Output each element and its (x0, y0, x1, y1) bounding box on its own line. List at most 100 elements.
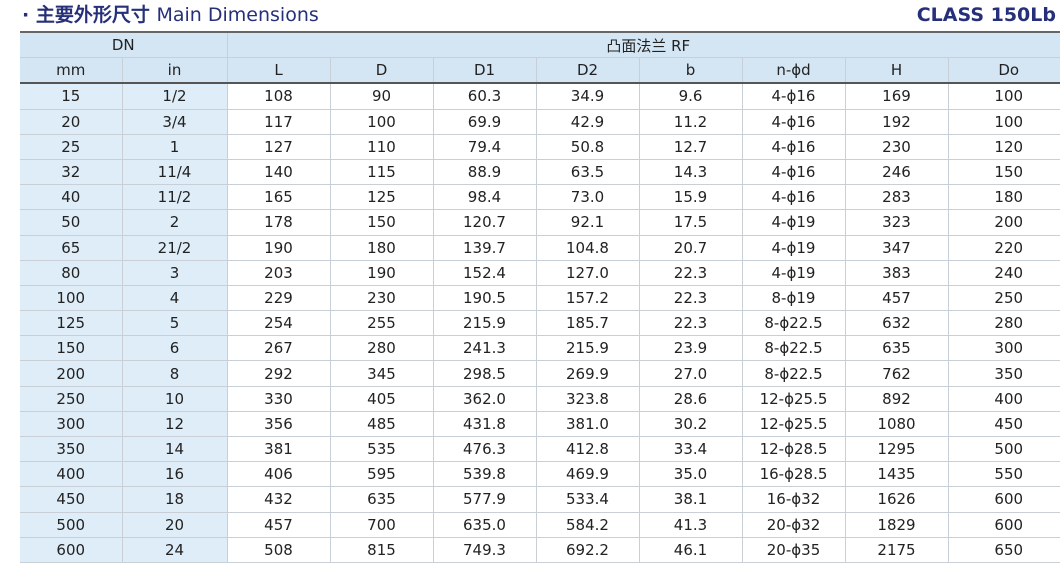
table-cell: 330 (227, 386, 331, 412)
table-cell: 100 (20, 285, 123, 312)
table-cell: 469.9 (536, 461, 640, 488)
table-cell: 17.5 (639, 209, 743, 236)
table-cell: 230 (330, 285, 434, 312)
table-cell: 749.3 (433, 537, 537, 563)
table-cell: 200 (948, 209, 1060, 236)
column-header: L (227, 57, 331, 85)
table-cell: 406 (227, 461, 331, 488)
table-row: 200 8 292 345 298.5 269.9 27.0 8-ϕ22.5 762 350 (20, 360, 1060, 387)
table-cell: 60.3 (433, 83, 537, 110)
table-cell: 14.3 (639, 159, 743, 186)
table-cell: 50 (20, 209, 123, 236)
table-cell: 432 (227, 486, 331, 513)
table-cell: 157.2 (536, 285, 640, 312)
class-label: CLASS 150Lb (916, 4, 1056, 26)
table-cell: 22.3 (639, 260, 743, 286)
table-cell: 4-ϕ16 (742, 159, 846, 186)
dimensions-table: DN 凸面法兰 RF mm in L D D1 D2 b n-ϕd H Do 15 1/2 108 90… (20, 31, 1060, 563)
table-cell: 23.9 (639, 335, 743, 362)
table-cell: 180 (948, 184, 1060, 211)
table-row: 150 6 267 280 241.3 215.9 23.9 8-ϕ22.5 635 300 (20, 335, 1060, 362)
table-cell: 11/4 (122, 159, 228, 186)
table-cell: 485 (330, 411, 434, 438)
column-header: H (845, 57, 949, 85)
table-cell: 65 (20, 235, 123, 261)
table-row: 600 24 508 815 749.3 692.2 46.1 20-ϕ35 2175 650 (20, 537, 1060, 563)
table-cell: 635 (845, 335, 949, 362)
table-cell: 246 (845, 159, 949, 186)
table-cell: 280 (948, 310, 1060, 337)
table-cell: 127 (227, 134, 331, 160)
table-cell: 892 (845, 386, 949, 412)
table-cell: 539.8 (433, 461, 537, 488)
table-cell: 117 (227, 109, 331, 135)
table-cell: 350 (20, 436, 123, 463)
table-cell: 152.4 (433, 260, 537, 286)
table-cell: 815 (330, 537, 434, 563)
table-cell: 92.1 (536, 209, 640, 236)
table-cell: 8-ϕ22.5 (742, 360, 846, 387)
column-header: b (639, 57, 743, 85)
table-row: 40 11/2 165 125 98.4 73.0 15.9 4-ϕ16 283 180 (20, 184, 1060, 211)
table-cell: 635 (330, 486, 434, 513)
table-cell: 692.2 (536, 537, 640, 563)
section-title: · 主要外形尺寸 Main Dimensions (22, 0, 319, 27)
table-cell: 30.2 (639, 411, 743, 438)
table-cell: 2 (122, 209, 228, 236)
table-cell: 190 (227, 235, 331, 261)
table-cell: 34.9 (536, 83, 640, 110)
table-cell: 190 (330, 260, 434, 286)
table-cell: 632 (845, 310, 949, 337)
table-cell: 362.0 (433, 386, 537, 412)
table-cell: 1626 (845, 486, 949, 513)
table-cell: 8 (122, 360, 228, 387)
table-row: 80 3 203 190 152.4 127.0 22.3 4-ϕ19 383 240 (20, 260, 1060, 286)
title-en: Main Dimensions (156, 4, 319, 26)
table-cell: 347 (845, 235, 949, 261)
table-cell: 254 (227, 310, 331, 337)
table-cell: 185.7 (536, 310, 640, 337)
table-cell: 125 (20, 310, 123, 337)
table-cell: 635.0 (433, 512, 537, 538)
header-rf: 凸面法兰 RF (227, 31, 1060, 59)
column-header: in (122, 57, 228, 85)
table-cell: 400 (948, 386, 1060, 412)
table-cell: 323.8 (536, 386, 640, 412)
table-cell: 12-ϕ25.5 (742, 411, 846, 438)
table-cell: 115 (330, 159, 434, 186)
table-cell: 40 (20, 184, 123, 211)
table-cell: 350 (948, 360, 1060, 387)
table-cell: 9.6 (639, 83, 743, 110)
table-cell: 24 (122, 537, 228, 563)
table-cell: 69.9 (433, 109, 537, 135)
table-cell: 267 (227, 335, 331, 362)
table-cell: 600 (20, 537, 123, 563)
table-row: 20 3/4 117 100 69.9 42.9 11.2 4-ϕ16 192 100 (20, 109, 1060, 135)
table-cell: 5 (122, 310, 228, 337)
table-cell: 15.9 (639, 184, 743, 211)
table-cell: 229 (227, 285, 331, 312)
table-row: 300 12 356 485 431.8 381.0 30.2 12-ϕ25.5 1080 450 (20, 411, 1060, 438)
table-cell: 11.2 (639, 109, 743, 135)
table-cell: 450 (20, 486, 123, 513)
table-cell: 356 (227, 411, 331, 438)
table-cell: 79.4 (433, 134, 537, 160)
table-cell: 500 (948, 436, 1060, 463)
table-cell: 180 (330, 235, 434, 261)
table-cell: 1 (122, 134, 228, 160)
table-cell: 269.9 (536, 360, 640, 387)
table-cell: 90 (330, 83, 434, 110)
table-cell: 4-ϕ16 (742, 134, 846, 160)
table-cell: 1295 (845, 436, 949, 463)
column-header: D1 (433, 57, 537, 85)
table-cell: 1829 (845, 512, 949, 538)
table-cell: 50.8 (536, 134, 640, 160)
table-cell: 27.0 (639, 360, 743, 387)
table-cell: 762 (845, 360, 949, 387)
table-cell: 457 (227, 512, 331, 538)
table-cell: 20 (20, 109, 123, 135)
table-cell: 250 (948, 285, 1060, 312)
title-cn: 主要外形尺寸 (35, 4, 150, 26)
table-cell: 4-ϕ16 (742, 83, 846, 110)
table-cell: 215.9 (536, 335, 640, 362)
